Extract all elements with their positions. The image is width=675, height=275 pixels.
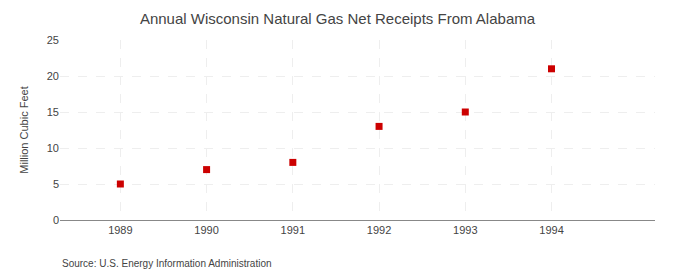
svg-text:Million Cubic Feet: Million Cubic Feet <box>18 86 30 173</box>
svg-text:1993: 1993 <box>453 224 477 236</box>
svg-text:20: 20 <box>47 70 59 82</box>
svg-text:1989: 1989 <box>108 224 132 236</box>
svg-text:1990: 1990 <box>194 224 218 236</box>
svg-text:0: 0 <box>53 214 59 226</box>
svg-text:25: 25 <box>47 34 59 46</box>
svg-text:1992: 1992 <box>367 224 391 236</box>
svg-text:1991: 1991 <box>281 224 305 236</box>
svg-text:Source: U.S. Energy Informatio: Source: U.S. Energy Information Administ… <box>62 258 272 269</box>
svg-text:15: 15 <box>47 106 59 118</box>
svg-text:10: 10 <box>47 142 59 154</box>
svg-text:5: 5 <box>53 178 59 190</box>
svg-text:1994: 1994 <box>539 224 563 236</box>
svg-text:Annual Wisconsin Natural Gas N: Annual Wisconsin Natural Gas Net Receipt… <box>140 10 536 27</box>
